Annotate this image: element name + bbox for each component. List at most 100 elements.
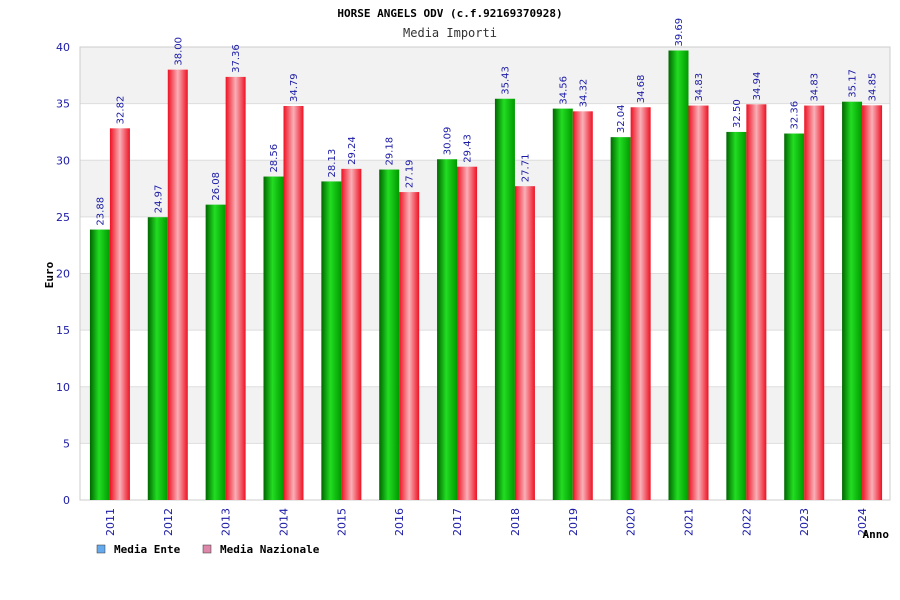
y-axis-label: Euro [43, 261, 56, 288]
bar-value-label: 28.56 [269, 144, 280, 173]
legend-swatch-media-ente [96, 544, 106, 554]
y-tick-label: 10 [56, 381, 70, 394]
x-tick-label: 2021 [683, 508, 696, 536]
grid-band [80, 47, 890, 104]
bar-value-label: 28.13 [327, 149, 338, 178]
legend-label-media-ente: Media Ente [114, 543, 181, 556]
y-axis-ticks: 0 5 10 15 20 25 30 35 40 [56, 41, 70, 507]
chart-title: HORSE ANGELS ODV (c.f.92169370928) [337, 7, 562, 20]
grid-band [80, 330, 890, 387]
bars: 23.88 32.82 24.97 38.00 26.08 37.36 28.56 34.79… [89, 18, 883, 501]
grid-band [80, 103, 890, 161]
bar-media-ente-2015 [321, 181, 342, 501]
x-tick-label: 2015 [335, 508, 348, 536]
y-tick-label: 30 [56, 154, 70, 167]
y-tick-label: 35 [56, 98, 70, 111]
bar-value-label: 23.88 [95, 197, 106, 226]
grid-band [80, 216, 890, 274]
bar-value-label: 35.17 [848, 69, 859, 98]
grid-band [80, 386, 890, 444]
bar-value-label: 32.82 [115, 96, 126, 125]
x-tick-label: 2013 [220, 508, 233, 536]
bar-value-label: 32.50 [732, 99, 743, 128]
bar-media-ente-2023 [784, 133, 805, 500]
bar-value-label: 39.69 [674, 18, 685, 47]
bar-value-label: 27.19 [405, 159, 416, 188]
x-axis-ticks: 2011 2012 2013 2014 2015 2016 2017 2018 2019 2020… [104, 508, 869, 536]
x-tick-label: 2014 [278, 508, 291, 536]
bar-media-nazionale-2015 [341, 168, 362, 500]
bar-media-nazionale-2014 [283, 106, 304, 501]
bar-value-label: 24.97 [153, 185, 164, 214]
bar-media-nazionale-2011 [109, 128, 130, 500]
bar-value-label: 34.56 [558, 76, 569, 105]
bar-value-label: 35.43 [500, 66, 511, 95]
bar-media-ente-2016 [379, 169, 400, 500]
x-tick-label: 2022 [740, 508, 753, 536]
bar-value-label: 34.83 [810, 73, 821, 102]
y-tick-label: 25 [56, 211, 70, 224]
legend-label-media-nazionale: Media Nazionale [220, 543, 320, 556]
legend: Media Ente Media Nazionale [96, 543, 320, 556]
bar-media-ente-2024 [842, 101, 863, 500]
bar-media-ente-2019 [552, 108, 573, 500]
bar-media-nazionale-2020 [630, 107, 651, 501]
bar-value-label: 38.00 [173, 37, 184, 66]
plot-area [79, 46, 891, 501]
x-tick-label: 2017 [451, 508, 464, 536]
y-tick-label: 0 [63, 494, 70, 507]
x-tick-label: 2016 [393, 508, 406, 536]
bar-media-nazionale-2018 [514, 186, 535, 500]
bar-value-label: 27.71 [520, 154, 531, 183]
bar-media-nazionale-2024 [862, 105, 883, 500]
bar-media-ente-2021 [668, 50, 689, 501]
bar-media-ente-2014 [263, 176, 284, 501]
bar-media-nazionale-2016 [399, 192, 420, 501]
x-tick-label: 2020 [625, 508, 638, 536]
x-tick-label: 2019 [567, 508, 580, 536]
bar-value-label: 34.85 [868, 73, 879, 102]
bar-media-ente-2011 [89, 229, 110, 500]
x-tick-label: 2024 [856, 508, 869, 536]
bar-value-label: 30.09 [443, 127, 454, 156]
bar-media-ente-2017 [437, 159, 458, 500]
bar-media-ente-2018 [494, 98, 515, 500]
bar-media-ente-2022 [726, 131, 747, 500]
grid-band [80, 443, 890, 500]
bar-media-nazionale-2019 [572, 111, 593, 501]
y-tick-label: 40 [56, 41, 70, 54]
chart-subtitle: Media Importi [403, 26, 497, 40]
bar-media-nazionale-2012 [167, 69, 188, 501]
x-tick-label: 2018 [509, 508, 522, 536]
bar-value-label: 32.04 [616, 105, 627, 134]
bar-value-label: 37.36 [231, 44, 242, 73]
bar-media-ente-2012 [147, 217, 168, 500]
bar-media-nazionale-2021 [688, 105, 709, 501]
x-axis-label: Anno [863, 528, 890, 541]
bar-media-ente-2013 [205, 204, 226, 501]
bar-media-ente-2020 [610, 137, 631, 500]
bar-media-nazionale-2022 [746, 104, 767, 500]
plot-border [79, 46, 891, 501]
grid-band [80, 273, 890, 331]
bar-value-label: 32.36 [790, 101, 801, 130]
legend-swatch-media-nazionale [202, 544, 212, 554]
bar-value-label: 29.18 [385, 137, 396, 166]
y-tick-label: 20 [56, 268, 70, 281]
grid-band [80, 160, 890, 217]
x-tick-label: 2011 [104, 508, 117, 536]
bar-value-label: 26.08 [211, 172, 222, 201]
y-tick-label: 5 [63, 437, 70, 450]
x-tick-label: 2023 [798, 508, 811, 536]
bar-value-label: 29.24 [347, 136, 358, 165]
bar-value-label: 34.32 [578, 79, 589, 108]
bar-media-nazionale-2017 [457, 166, 478, 500]
bar-value-label: 29.43 [463, 134, 474, 163]
x-tick-label: 2012 [162, 508, 175, 536]
bar-value-label: 34.83 [694, 73, 705, 102]
bar-media-nazionale-2023 [804, 105, 825, 501]
bar-value-label: 34.94 [752, 72, 763, 101]
bar-value-label: 34.79 [289, 73, 300, 102]
bar-media-nazionale-2013 [225, 76, 246, 500]
